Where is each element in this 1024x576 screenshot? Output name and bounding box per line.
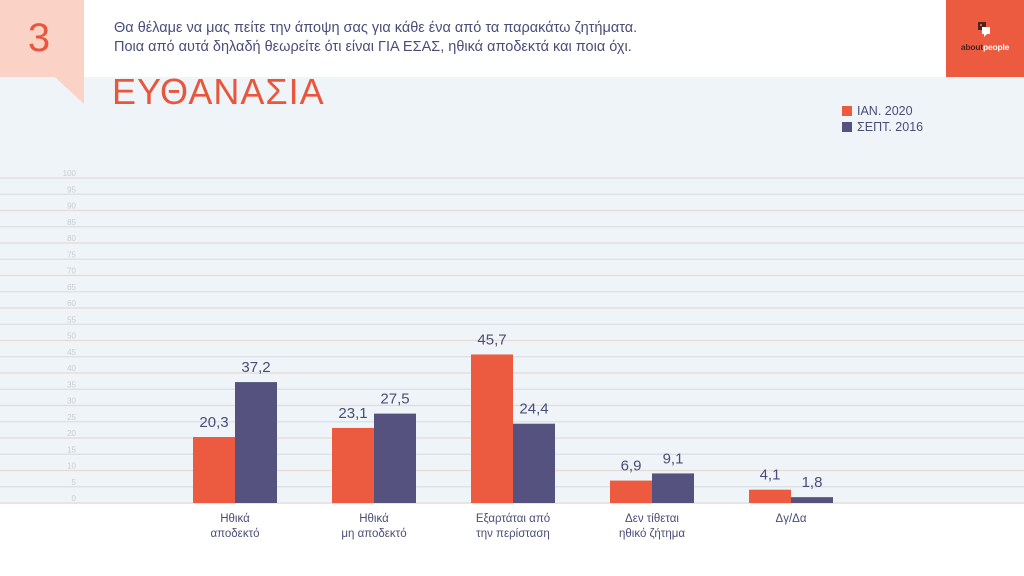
category-label-line: Δεν τίθεται [625,513,679,525]
logo: aboutpeople [946,0,1024,77]
legend-swatch-2020 [842,106,852,116]
slide-number-tail [55,77,84,104]
y-tick-label: 90 [67,202,76,211]
category-label-line: την περίσταση [476,528,550,540]
bar-2020 [471,354,513,503]
y-tick-label: 85 [67,218,76,227]
y-tick-label: 100 [63,169,77,178]
y-tick-label: 80 [67,234,76,243]
category-label: Δεν τίθεται ηθικό ζήτημα [582,512,722,542]
category-label-line: μη αποδεκτό [341,528,407,540]
bar-value-label: 6,9 [621,458,642,475]
logo-people: people [982,42,1010,52]
category-label-line: αποδεκτό [210,528,260,540]
category-label: Ηθικά μη αποδεκτό [304,512,444,542]
y-tick-label: 5 [72,478,77,487]
question-line-1: Θα θέλαμε να μας πείτε την άποψη σας για… [114,20,638,36]
bar-value-label: 4,1 [760,467,781,484]
y-tick-label: 25 [67,413,76,422]
bar-2016 [374,413,416,503]
legend-label-2020: ΙΑΝ. 2020 [857,104,913,118]
legend-item-2016: ΣΕΠΤ. 2016 [842,119,923,135]
slide-number: 3 [27,16,51,60]
y-tick-label: 55 [67,315,76,324]
y-tick-label: 70 [67,267,76,276]
y-tick-label: 35 [67,380,76,389]
legend-item-2020: ΙΑΝ. 2020 [842,103,923,119]
y-tick-label: 45 [67,348,76,357]
bar-value-label: 20,3 [199,414,228,431]
legend-label-2016: ΣΕΠΤ. 2016 [857,120,924,134]
logo-text: aboutpeople [946,42,1024,52]
category-label-line: Εξαρτάται από [475,513,551,525]
bar-2016 [652,473,694,503]
y-tick-label: 60 [67,299,76,308]
bar-value-label: 27,5 [380,391,409,408]
speech-bubble-icon [978,22,990,37]
category-label: Εξαρτάται από την περίσταση [443,512,583,542]
header [0,0,1024,77]
category-label: Δγ/Δα [721,512,861,527]
y-tick-label: 20 [67,429,76,438]
question-text: Θα θέλαμε να μας πείτε την άποψη σας για… [114,19,914,57]
legend: ΙΑΝ. 2020 ΣΕΠΤ. 2016 [842,103,923,135]
footer-area [0,504,1024,576]
y-tick-label: 95 [67,185,76,194]
category-label-line: Ηθικά [359,513,389,525]
chart-title: ΕΥΘΑΝΑΣΙΑ [112,71,325,112]
legend-swatch-2016 [842,122,852,132]
y-tick-label: 10 [67,462,76,471]
y-tick-label: 15 [67,445,76,454]
bar-2020 [749,489,791,503]
category-label-line: Ηθικά [220,513,250,525]
y-tick-label: 65 [67,283,76,292]
bar-value-label: 45,7 [477,331,506,348]
bar-value-label: 37,2 [241,359,270,376]
bar-value-label: 23,1 [338,405,367,422]
bar-value-label: 1,8 [802,474,823,491]
bar-2020 [193,437,235,503]
bar-2016 [791,497,833,503]
y-tick-label: 50 [67,332,76,341]
slide-number-box: 3 [0,0,84,77]
y-tick-label: 0 [72,494,77,503]
category-label-line: ηθικό ζήτημα [618,528,686,540]
bar-2016 [513,423,555,503]
category-label-line: Δγ/Δα [775,513,807,525]
bar-2016 [235,382,277,503]
bar-value-label: 24,4 [519,401,548,418]
y-tick-label: 30 [67,397,76,406]
logo-about: about [960,42,983,52]
bar-value-label: 9,1 [663,450,684,467]
y-tick-label: 75 [67,250,76,259]
bar-2020 [610,480,652,503]
question-line-2: Ποια από αυτά δηλαδή θεωρείτε ότι είναι … [114,39,632,55]
y-tick-label: 40 [67,364,76,373]
category-label: Ηθικά αποδεκτό [165,512,305,542]
bar-2020 [332,427,374,503]
